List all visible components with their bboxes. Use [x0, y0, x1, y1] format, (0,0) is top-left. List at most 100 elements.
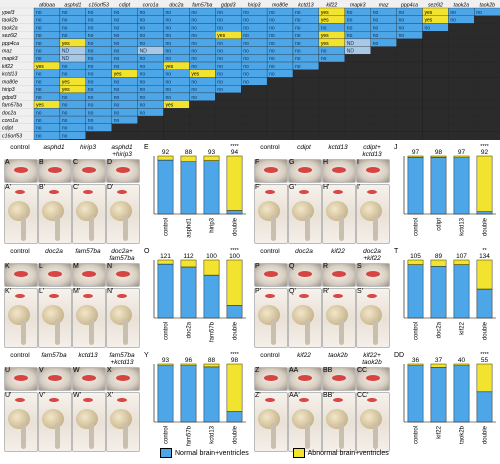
significance-label: ****	[480, 144, 489, 150]
legend-abnormal-label: Abnormal brain+ventricles	[307, 449, 389, 457]
matrix-col-header: hirip3	[248, 2, 261, 8]
matrix-cell-value: no	[166, 49, 172, 55]
matrix-row-header: c16orf53	[2, 133, 22, 139]
matrix-cell-value: no	[269, 72, 275, 78]
matrix-cell	[422, 100, 449, 109]
image-label: kif22	[331, 248, 345, 255]
yolk-sac	[360, 409, 382, 429]
yolk-sac	[8, 201, 30, 221]
matrix-cell	[370, 85, 397, 94]
matrix-cell-value: no	[140, 64, 146, 70]
bar-normal	[226, 411, 243, 423]
matrix-cell-value: no	[243, 10, 249, 16]
yolk-sac	[76, 305, 98, 325]
embryo-tail	[55, 423, 60, 449]
matrix-col-header: taok2b	[479, 2, 495, 8]
matrix-cell	[241, 139, 268, 140]
matrix-cell	[163, 108, 190, 117]
matrix-col-header: kif22	[326, 2, 337, 8]
stacked-bar-chart: 92 control 88 asphd1 93 hirip3 94**** double	[153, 144, 246, 238]
image-label: control	[10, 352, 30, 359]
panel-letter: Z	[255, 367, 260, 374]
matrix-cell-value: no	[62, 133, 68, 139]
matrix-cell	[318, 115, 345, 124]
matrix-cell-value: no	[191, 10, 197, 16]
embryo-tail	[339, 319, 344, 345]
matrix-cell-value: no	[295, 49, 301, 55]
panel-letter: L'	[39, 288, 45, 295]
bar-n-label: 36	[412, 357, 420, 364]
matrix-cell	[370, 61, 397, 70]
matrix-cell	[344, 54, 371, 63]
embryo-lateral-image	[356, 288, 390, 348]
chart-letter: E	[144, 144, 149, 151]
bar-n-label: 97	[412, 149, 420, 156]
matrix-cell-value: yes	[321, 18, 329, 24]
matrix-cell	[189, 100, 216, 109]
matrix-col-header: c16orf53	[89, 2, 109, 8]
matrix-cell	[474, 123, 500, 132]
matrix-cell-value: no	[36, 110, 42, 116]
matrix-cell-value: no	[88, 18, 94, 24]
embryo-lateral-image	[72, 184, 106, 244]
matrix-cell	[422, 54, 449, 63]
bar-n-label: 92	[481, 149, 489, 156]
matrix-cell	[292, 85, 320, 94]
matrix-cell-value: no	[166, 56, 172, 62]
image-label: hirip3	[80, 144, 96, 151]
matrix-cell-value: no	[88, 87, 94, 93]
matrix-cell	[396, 38, 423, 47]
matrix-row-header: hirip3	[2, 87, 15, 93]
matrix-cell	[396, 61, 423, 70]
matrix-cell	[474, 108, 500, 117]
matrix-cell	[266, 131, 294, 140]
ventricle-mark	[117, 398, 127, 402]
embryo-lateral-image	[4, 184, 38, 244]
matrix-cell	[318, 131, 345, 140]
matrix-cell-value: no	[373, 25, 379, 31]
ventricle-mark	[367, 398, 377, 402]
matrix-row-header: gdpd3	[2, 95, 17, 101]
ventricle-mark	[82, 375, 96, 381]
panel-letter: I	[357, 159, 359, 166]
matrix-cell-value: no	[217, 56, 223, 62]
matrix-cell-value: ND	[62, 49, 70, 55]
matrix-cell-value: no	[217, 41, 223, 47]
matrix-cell-value: no	[321, 56, 327, 62]
ventricle-mark	[367, 190, 377, 194]
yolk-sac	[360, 201, 382, 221]
bar-n-label: 89	[435, 253, 443, 260]
yolk-sac	[360, 305, 382, 325]
matrix-cell	[241, 92, 268, 101]
bar-normal	[407, 365, 424, 423]
matrix-cell-value: no	[140, 56, 146, 62]
matrix-cell	[292, 115, 320, 124]
matrix-cell-value: no	[191, 95, 197, 101]
matrix-cell-value: no	[166, 25, 172, 31]
bar-abnormal	[407, 363, 424, 366]
yolk-sac	[76, 409, 98, 429]
panel-letter: N	[107, 263, 113, 270]
bar-normal	[476, 211, 493, 215]
matrix-cell-value: no	[269, 49, 275, 55]
matrix-cell-value: no	[399, 25, 405, 31]
matrix-cell-value: no	[217, 25, 223, 31]
bar-normal	[430, 367, 447, 423]
matrix-cell-value: no	[243, 79, 249, 85]
matrix-cell-value: no	[62, 118, 68, 124]
bar-normal	[430, 156, 447, 215]
embryo-head-image	[38, 367, 72, 391]
panel-letter: F	[255, 159, 260, 166]
matrix-cell-value: no	[140, 110, 146, 116]
matrix-cell	[241, 108, 268, 117]
matrix-cell-value: no	[62, 18, 68, 24]
chart-letter: Y	[144, 352, 149, 359]
matrix-cell	[370, 139, 397, 140]
embryo-lateral-image	[254, 288, 288, 348]
matrix-cell-value: no	[321, 25, 327, 31]
matrix-row-header: fam57ba	[2, 103, 22, 109]
embryo-tail	[123, 423, 128, 449]
matrix-cell-value: no	[36, 126, 42, 132]
matrix-cell-value: no	[269, 10, 275, 16]
matrix-cell	[448, 77, 475, 86]
